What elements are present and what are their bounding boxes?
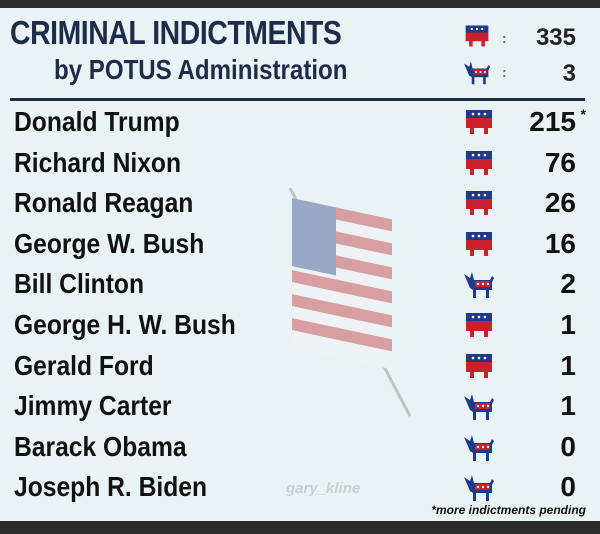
footnote: *more indictments pending bbox=[431, 503, 586, 517]
indictment-count: 16 bbox=[544, 227, 576, 259]
donkey-icon bbox=[464, 394, 494, 421]
donkey-icon bbox=[464, 272, 494, 299]
page-subtitle: by POTUS Administration bbox=[54, 54, 348, 85]
table-row: Barack Obama 0 bbox=[0, 429, 600, 469]
table-row: Bill Clinton 2 bbox=[0, 266, 600, 306]
american-flag-icon bbox=[288, 188, 412, 417]
president-name: Barack Obama bbox=[14, 430, 187, 462]
president-name: Bill Clinton bbox=[14, 268, 145, 300]
table-row: Ronald Reagan 26 bbox=[0, 185, 600, 225]
table-row: George W. Bush 16 bbox=[0, 226, 600, 266]
democrat-total: 3 bbox=[562, 60, 576, 87]
table-row: Jimmy Carter 1 bbox=[0, 388, 600, 428]
tally-separator: : bbox=[502, 64, 507, 80]
tally-separator: : bbox=[502, 30, 507, 46]
elephant-icon bbox=[466, 191, 492, 216]
indictment-count: 215 bbox=[529, 106, 576, 137]
president-name: Gerald Ford bbox=[14, 349, 154, 381]
elephant-icon bbox=[466, 150, 492, 175]
elephant-icon bbox=[466, 353, 492, 378]
president-name: Joseph R. Biden bbox=[14, 471, 208, 503]
indictment-count: 1 bbox=[560, 390, 576, 422]
president-name: George W. Bush bbox=[14, 227, 205, 259]
indictment-count: 2 bbox=[560, 268, 576, 300]
president-name: Ronald Reagan bbox=[14, 187, 194, 219]
president-name: Richard Nixon bbox=[14, 146, 182, 178]
elephant-icon bbox=[466, 110, 492, 134]
page-title: CRIMINAL INDICTMENTS bbox=[10, 14, 342, 51]
elephant-icon bbox=[465, 25, 489, 47]
table-row: Joseph R. Biden 0 bbox=[0, 469, 600, 509]
asterisk-mark: * bbox=[580, 106, 586, 122]
donkey-icon bbox=[463, 61, 491, 85]
table-row: George H. W. Bush 1 bbox=[0, 307, 600, 347]
header-divider bbox=[10, 98, 585, 101]
indictment-count: 1 bbox=[560, 309, 576, 340]
indictments-card: CRIMINAL INDICTMENTS by POTUS Administra… bbox=[0, 8, 600, 521]
president-name: Donald Trump bbox=[14, 106, 180, 137]
indictment-count: 76 bbox=[544, 146, 576, 178]
president-name: Jimmy Carter bbox=[14, 390, 172, 422]
donkey-icon bbox=[464, 475, 494, 502]
table-row: Donald Trump 215 * bbox=[0, 104, 600, 144]
table-row: Richard Nixon 76 bbox=[0, 145, 600, 185]
header: CRIMINAL INDICTMENTS by POTUS Administra… bbox=[0, 8, 600, 98]
donkey-icon bbox=[464, 434, 494, 461]
indictment-count: 26 bbox=[544, 187, 576, 219]
president-name: George H. W. Bush bbox=[14, 309, 236, 340]
watermark: gary_kline bbox=[286, 480, 361, 497]
elephant-icon bbox=[466, 231, 492, 256]
indictment-count: 0 bbox=[560, 430, 576, 462]
table-row: Gerald Ford 1 bbox=[0, 348, 600, 388]
indictment-count: 1 bbox=[560, 349, 576, 381]
indictment-count: 0 bbox=[560, 471, 576, 503]
republican-total: 335 bbox=[535, 24, 576, 51]
elephant-icon bbox=[466, 313, 492, 337]
